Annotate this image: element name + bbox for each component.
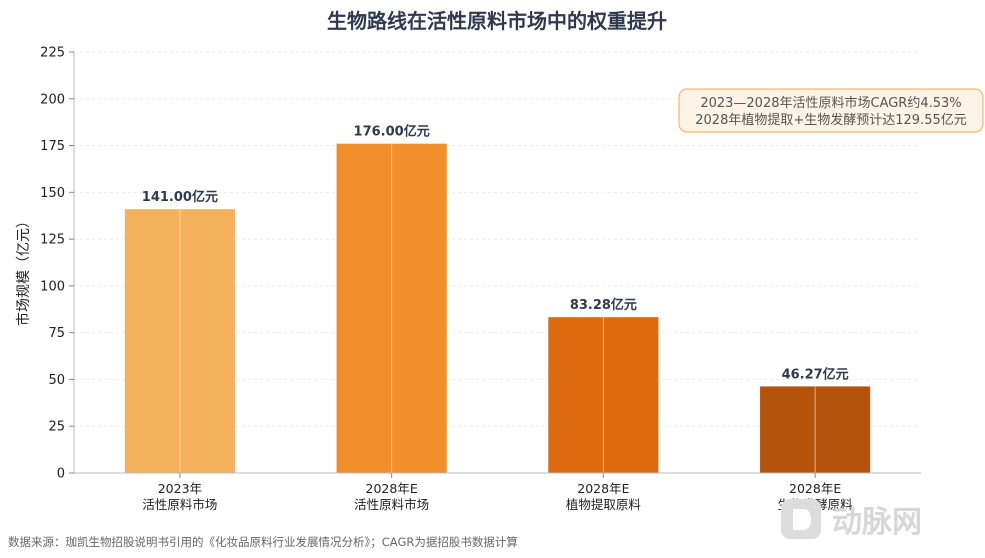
data-label: 176.00亿元 [354,124,430,140]
chart-title: 生物路线在活性原料市场中的权重提升 [327,9,667,33]
source-note: 数据来源：珈凯生物招股说明书引用的《化妆品原料行业发展情况分析》；CAGR为据招… [8,535,518,549]
y-tick-labels: 0 25 50 75 100 125 150 175 200 225 [40,46,74,482]
y-tick-label: 200 [40,92,65,107]
y-axis-label: 市场规模（亿元） [15,214,32,326]
x-category-label-line-2: 植物提取原料 [566,497,642,512]
y-tick-label: 0 [57,467,65,482]
watermark-text: 动脉网 [832,505,922,540]
x-category-label-line-2: 活性原料市场 [142,497,217,512]
x-category-label-line-1: 2028年E [789,481,841,496]
data-label: 141.00亿元 [142,189,218,205]
y-tick-label: 175 [40,139,65,154]
y-tick-label: 100 [40,279,65,294]
annotation-box: 2023—2028年活性原料市场CAGR约4.53% 2028年植物提取+生物发… [678,88,984,133]
vertical-grid-lines [179,52,816,473]
x-category-label-line-1: 2028年E [577,481,629,496]
x-category-label-line-1: 2028年E [366,481,418,496]
bars [124,143,871,473]
y-tick-label: 75 [48,326,65,341]
watermark-logo-icon [781,499,821,539]
annotation-line-2: 2028年植物提取+生物发酵预计达129.55亿元 [695,112,966,128]
y-tick-label: 50 [48,373,65,388]
x-category-labels: 2023年活性原料市场2028年E活性原料市场2028年E植物提取原料2028年… [142,473,853,512]
annotation-line-1: 2023—2028年活性原料市场CAGR约4.53% [700,95,961,111]
y-tick-label: 150 [40,186,65,201]
x-category-label-line-2: 活性原料市场 [354,497,429,512]
data-labels: 141.00亿元 176.00亿元 83.28亿元 46.27亿元 [142,124,849,383]
watermark: 动脉网 [781,499,922,540]
x-category-label-line-1: 2023年 [158,481,202,496]
data-label: 83.28亿元 [570,297,637,313]
y-tick-label: 125 [40,233,65,248]
data-label: 46.27亿元 [782,366,849,382]
y-tick-label: 25 [48,420,65,435]
y-tick-label: 225 [40,46,65,61]
